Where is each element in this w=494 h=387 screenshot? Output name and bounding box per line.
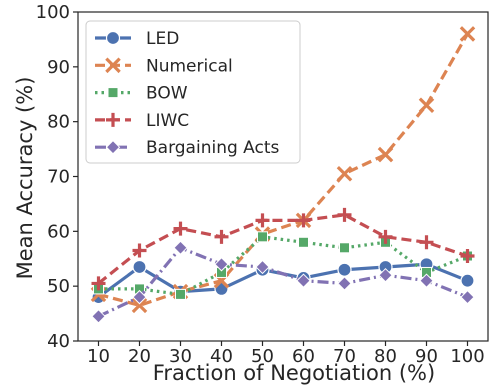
data-point bbox=[131, 297, 148, 314]
data-point bbox=[214, 257, 229, 272]
legend-marker bbox=[106, 112, 120, 127]
x-tick-label: 70 bbox=[333, 346, 356, 367]
data-point bbox=[296, 273, 311, 288]
data-point bbox=[132, 243, 147, 258]
data-point bbox=[419, 273, 434, 288]
legend-marker bbox=[105, 30, 121, 46]
x-tick-label: 90 bbox=[415, 346, 438, 367]
legend-label: Bargaining Acts bbox=[146, 138, 280, 158]
data-point bbox=[132, 259, 147, 275]
data-point bbox=[419, 235, 434, 250]
legend-marker bbox=[105, 57, 121, 74]
legend-frame bbox=[85, 20, 301, 164]
x-tick-label: 40 bbox=[210, 346, 233, 367]
legend-label: LIWC bbox=[146, 111, 189, 131]
legend-item: LED bbox=[95, 29, 179, 49]
data-point bbox=[418, 97, 435, 113]
legend-marker bbox=[107, 87, 119, 99]
data-point bbox=[459, 26, 476, 42]
y-axis-label: Mean Accuracy (%) bbox=[13, 77, 37, 280]
data-point bbox=[255, 213, 270, 228]
data-point bbox=[339, 242, 350, 254]
y-tick-label: 40 bbox=[47, 331, 70, 352]
y-tick-label: 100 bbox=[36, 2, 70, 23]
data-point bbox=[377, 146, 394, 163]
data-point bbox=[337, 207, 352, 222]
y-tick-label: 80 bbox=[47, 112, 70, 133]
data-point bbox=[175, 288, 186, 300]
x-tick-label: 80 bbox=[374, 346, 397, 367]
data-point bbox=[460, 273, 475, 288]
y-tick-label: 90 bbox=[47, 57, 70, 78]
legend-label: LED bbox=[146, 29, 179, 49]
data-point bbox=[173, 240, 188, 255]
data-point bbox=[132, 289, 147, 305]
data-point bbox=[257, 231, 268, 243]
x-tick-label: 60 bbox=[292, 346, 315, 367]
series-bow bbox=[93, 231, 473, 300]
legend: LED Numerical BOW LIWC Bargaining Acts bbox=[85, 20, 301, 164]
x-tick-label: 100 bbox=[450, 346, 484, 367]
plot-area bbox=[90, 26, 476, 324]
series-line bbox=[98, 33, 469, 307]
legend-item: BOW bbox=[95, 84, 188, 104]
x-tick-label: 20 bbox=[128, 346, 151, 367]
data-point bbox=[91, 309, 106, 324]
data-point bbox=[296, 213, 311, 228]
series-line bbox=[97, 213, 469, 285]
data-point bbox=[378, 229, 393, 244]
data-point bbox=[91, 276, 106, 291]
x-axis-label: Fraction of Negotiation (%) bbox=[153, 361, 435, 385]
data-point bbox=[460, 249, 475, 264]
y-tick-label: 50 bbox=[47, 276, 70, 297]
data-point bbox=[173, 221, 188, 236]
axes: 10 20 30 40 50 60 70 80 90 100 40 50 60 70 80 90 100 bbox=[36, 2, 489, 367]
x-tick-label: 10 bbox=[87, 346, 110, 367]
data-point bbox=[337, 262, 352, 277]
legend-label: Numerical bbox=[146, 56, 233, 76]
legend-label: BOW bbox=[146, 84, 188, 104]
legend-item: LIWC bbox=[95, 111, 189, 131]
data-point bbox=[255, 259, 270, 275]
data-point bbox=[378, 267, 393, 283]
series-line bbox=[98, 235, 469, 296]
data-point bbox=[298, 236, 309, 248]
legend-item: Bargaining Acts bbox=[95, 138, 280, 158]
series-line bbox=[97, 246, 469, 318]
series-bargaining-acts bbox=[91, 240, 475, 324]
data-point bbox=[460, 289, 475, 305]
legend-marker bbox=[105, 139, 121, 155]
data-point bbox=[214, 229, 229, 244]
series-liwc bbox=[91, 207, 475, 291]
data-point bbox=[336, 165, 353, 182]
data-point bbox=[337, 276, 352, 291]
y-tick-label: 60 bbox=[47, 221, 70, 242]
x-tick-label: 50 bbox=[251, 346, 274, 367]
y-tick-label: 70 bbox=[47, 167, 70, 188]
legend-item: Numerical bbox=[95, 56, 233, 76]
x-tick-label: 30 bbox=[169, 346, 192, 367]
